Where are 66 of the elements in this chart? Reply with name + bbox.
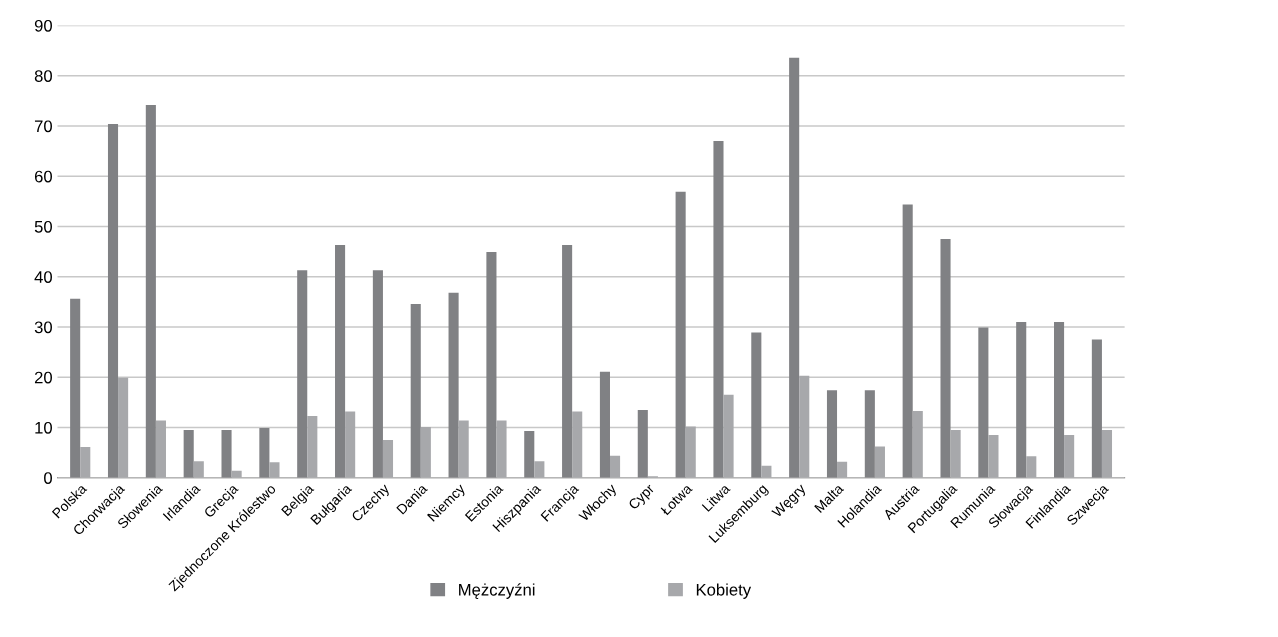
bar [978,327,989,478]
bar [496,420,507,478]
y-tick-label: 90 [34,19,52,32]
bar [70,298,81,478]
bar [80,447,91,478]
bar [259,428,270,478]
bar [1091,339,1102,478]
bar [837,461,848,478]
bar [534,461,545,478]
bar [382,440,394,478]
bar [599,371,610,478]
y-tick-label: 80 [34,70,52,82]
bar [799,375,810,478]
bar [1101,430,1113,478]
legend-label: Kobiety [696,583,752,599]
bar [486,252,497,478]
bar [940,239,951,478]
bar [335,245,346,478]
y-tick-label: 50 [34,220,52,233]
bar [1016,321,1027,478]
bar [950,430,961,478]
y-tick-label: 70 [34,120,52,133]
bar [193,461,204,478]
bar [761,465,772,478]
bar [372,270,383,478]
bar [826,390,838,478]
bar [269,462,280,478]
bar [107,123,119,478]
y-tick-label: 30 [34,321,52,334]
bar [410,303,421,478]
bar [912,410,923,478]
bar [902,204,913,478]
bar [713,141,724,478]
bar [448,292,459,478]
legend-label: Mężczyźni [459,583,535,599]
bar [874,446,885,478]
bar [610,455,621,478]
y-tick-label: 60 [34,170,52,183]
bar [751,332,762,478]
bar [221,430,232,478]
bar [524,431,535,478]
bar [345,411,356,478]
bar [145,104,156,478]
bar [864,390,875,478]
bar [789,57,800,478]
bar [118,377,129,478]
bar [572,411,583,478]
bar [562,245,573,478]
y-tick-label: 10 [35,421,52,434]
y-tick-label: 40 [34,271,52,283]
bar [637,409,648,478]
bar [1026,456,1037,478]
bar [183,430,194,478]
y-tick-label: 20 [34,371,52,384]
bar [723,394,734,478]
bar [988,435,999,478]
bar [1054,321,1065,478]
bar [155,420,166,478]
bar [1064,435,1075,478]
y-tick-label: 0 [44,472,52,484]
bar [675,191,686,478]
bar [685,426,696,478]
bar [420,427,431,478]
bar [458,420,469,478]
bar [307,415,318,478]
bar [297,270,308,478]
